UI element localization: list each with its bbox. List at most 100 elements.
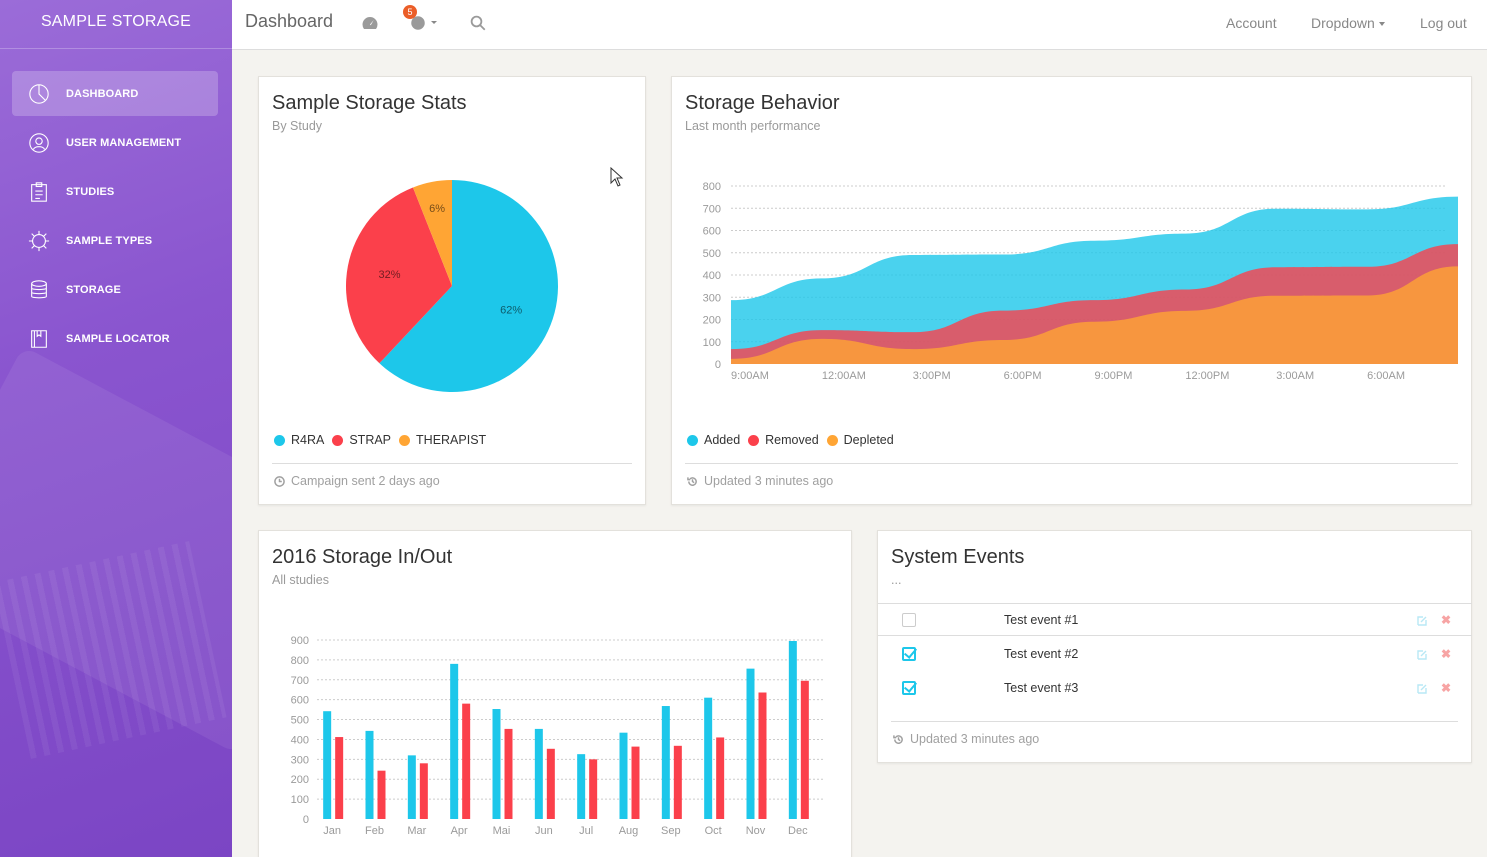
close-icon[interactable]: ✖ (1441, 612, 1452, 627)
bar (758, 692, 767, 819)
card-footer: Updated 3 minutes ago (687, 474, 833, 488)
legend-dot (399, 434, 411, 446)
account-link[interactable]: Account (1226, 15, 1277, 31)
legend-label: Depleted (843, 433, 894, 447)
edit-icon[interactable] (1416, 682, 1428, 694)
y-tick-label: 300 (291, 754, 309, 766)
sidebar-item-sample-types[interactable]: SAMPLE TYPES (12, 218, 218, 263)
bar (661, 706, 670, 819)
search-icon[interactable] (468, 13, 488, 33)
bar (534, 728, 543, 819)
bar (504, 728, 513, 819)
bar (788, 640, 797, 819)
logout-link[interactable]: Log out (1420, 15, 1467, 31)
footer-text: Updated 3 minutes ago (704, 474, 834, 488)
y-tick-label: 600 (291, 695, 309, 707)
edit-icon[interactable] (1416, 648, 1428, 660)
notification-badge: 5 (403, 5, 417, 19)
brand-logo[interactable]: SAMPLE STORAGE (0, 0, 232, 49)
y-tick-label: 0 (303, 814, 309, 826)
page-title: Dashboard (245, 11, 334, 31)
chevron-down-icon[interactable] (431, 21, 437, 24)
y-tick-label: 0 (715, 359, 721, 371)
chevron-down-icon (1378, 22, 1385, 27)
event-label: Test event #2 (1004, 646, 1079, 661)
card-subtitle: ... (891, 573, 902, 587)
legend-item-added: Added (687, 433, 740, 447)
x-tick-label: 12:00AM (822, 370, 866, 382)
y-tick-label: 200 (703, 315, 721, 327)
dropdown-menu[interactable]: Dropdown (1311, 15, 1385, 31)
sidebar-item-sample-locator[interactable]: SAMPLE LOCATOR (12, 316, 218, 361)
pie-slice (345, 187, 452, 364)
sidebar-nav: DASHBOARD USER MANAGEMENT STUDIES SAMPLE… (0, 71, 232, 361)
x-tick-label: 6:00AM (1367, 370, 1405, 382)
legend-item-r4ra: R4RA (274, 433, 324, 447)
bar (589, 759, 598, 819)
pie-label: 32% (379, 269, 401, 281)
legend-dot (687, 434, 698, 446)
legend-item-therapist: THERAPIST (399, 433, 486, 447)
pie-legend: R4RA STRAP THERAPIST (274, 433, 494, 447)
pie-label: 6% (429, 203, 445, 215)
bar (462, 703, 471, 819)
card-footer: Campaign sent 2 days ago (274, 474, 440, 488)
x-tick-label: Mar (407, 825, 426, 837)
footer-text: Campaign sent 2 days ago (291, 474, 440, 488)
legend-item-strap: STRAP (332, 433, 391, 447)
card-subtitle: All studies (272, 573, 329, 587)
card-title: Sample Storage Stats (272, 92, 467, 114)
pie-chart: 62% 32% 6% (345, 180, 558, 392)
legend-item-depleted: Depleted (826, 433, 894, 447)
x-tick-label: Jan (323, 825, 341, 837)
event-checkbox[interactable] (902, 680, 916, 695)
sidebar-item-user-management[interactable]: USER MANAGEMENT (12, 120, 218, 165)
card-footer: Updated 3 minutes ago (893, 732, 1039, 746)
bar-chart: 0 100 200 300 400 500 600 700 800 900 Jan Feb Mar Apr… (291, 635, 825, 837)
globe-icon[interactable] (408, 13, 428, 33)
x-tick-label: Dec (788, 825, 808, 837)
y-tick-label: 300 (703, 292, 721, 304)
event-checkbox[interactable] (902, 612, 916, 627)
legend-label: R4RA (291, 433, 325, 447)
top-navbar: Dashboard 5 Account Dropdown Log out (232, 0, 1487, 50)
legend-label: THERAPIST (416, 433, 487, 447)
pie-label: 62% (500, 304, 522, 316)
area-chart: 0 100 200 300 400 500 600 700 800 9:00AM 12:00AM 3:… (703, 181, 1458, 382)
legend-dot (332, 434, 344, 446)
database-icon (28, 279, 50, 301)
bar (323, 711, 332, 819)
bar (704, 697, 713, 819)
x-tick-label: 12:00PM (1185, 370, 1229, 382)
sidebar: SAMPLE STORAGE DASHBOARD USER MANAGEMENT… (0, 0, 232, 857)
bar (619, 732, 628, 819)
edit-icon[interactable] (1416, 614, 1428, 626)
sidebar-item-dashboard[interactable]: DASHBOARD (12, 71, 218, 116)
sidebar-item-studies[interactable]: STUDIES (12, 169, 218, 214)
close-icon[interactable]: ✖ (1441, 680, 1452, 695)
card-title: 2016 Storage In/Out (272, 546, 453, 568)
clipboard-icon (28, 181, 50, 203)
system-events-card: System Events ... Test event #1 ✖ Test e… (877, 530, 1472, 763)
event-checkbox[interactable] (902, 646, 916, 661)
x-tick-label: 6:00PM (1004, 370, 1042, 382)
sidebar-item-storage[interactable]: STORAGE (12, 267, 218, 312)
event-label: Test event #3 (1004, 680, 1079, 695)
card-title: Storage Behavior (685, 92, 840, 114)
sidebar-item-label: STORAGE (66, 283, 121, 296)
x-tick-label: Feb (365, 825, 384, 837)
storage-behavior-card: Storage Behavior Last month performance … (671, 76, 1472, 505)
x-tick-label: 3:00AM (1276, 370, 1314, 382)
clock-icon (274, 475, 285, 487)
x-tick-label: Sep (661, 825, 681, 837)
dashboard-gauge-icon[interactable] (360, 13, 380, 33)
close-icon[interactable]: ✖ (1441, 646, 1452, 661)
legend-dot (274, 434, 285, 446)
event-row: Test event #3 ✖ (878, 671, 1472, 704)
y-tick-label: 700 (291, 675, 309, 687)
bar (577, 754, 586, 819)
bar (800, 680, 809, 819)
y-tick-label: 500 (291, 715, 309, 727)
card-title: System Events (891, 546, 1025, 568)
sidebar-item-label: DASHBOARD (66, 87, 139, 100)
